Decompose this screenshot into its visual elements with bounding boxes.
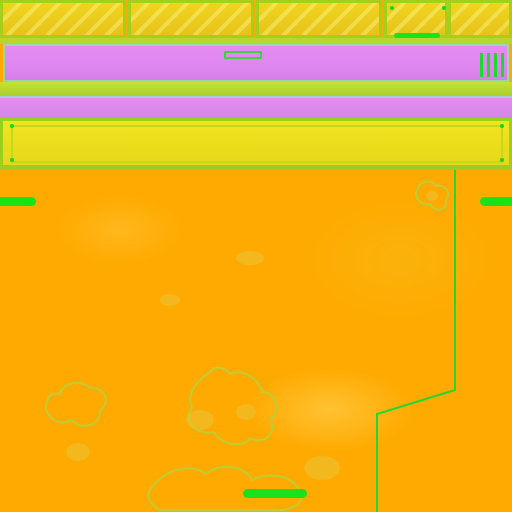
right-marker: [480, 197, 512, 206]
top-panel-1: [0, 0, 126, 38]
rivet-icon: [10, 124, 14, 128]
vent-lines-icon: [480, 53, 504, 77]
rivet-icon: [442, 6, 446, 10]
divider-strip: [0, 38, 512, 44]
divider-strip-2: [0, 82, 512, 96]
top-green-bar: [394, 33, 440, 38]
lower-violet-band: [0, 96, 512, 120]
bottom-marker: [243, 489, 307, 498]
upper-violet-band: [3, 44, 509, 82]
top-panel-3: [256, 0, 382, 38]
rivet-icon: [10, 158, 14, 162]
rivet-icon: [500, 124, 504, 128]
rivet-icon: [390, 6, 394, 10]
top-panel-5: [448, 0, 512, 38]
slot-indicator-icon: [224, 51, 262, 59]
frame-inner-border: [11, 125, 503, 163]
rivet-icon: [500, 158, 504, 162]
left-marker: [0, 197, 36, 206]
top-panel-2: [128, 0, 254, 38]
frame-panel: [0, 118, 512, 170]
